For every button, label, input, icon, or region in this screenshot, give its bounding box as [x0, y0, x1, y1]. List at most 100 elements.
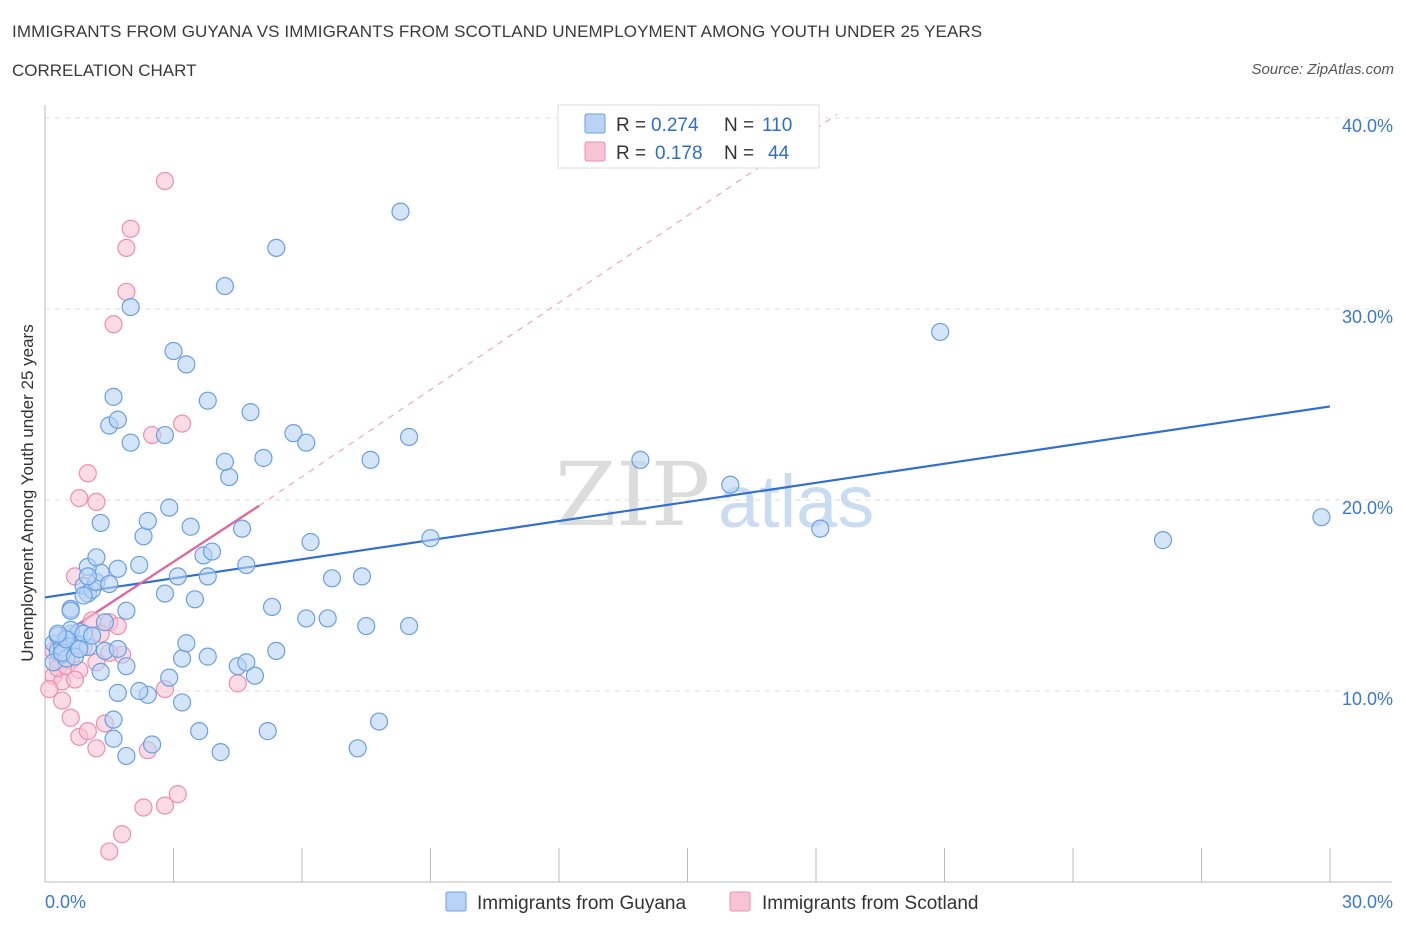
x-tick-label-min: 0.0%	[45, 892, 86, 912]
guyana-point	[117, 601, 136, 620]
guyana-point	[91, 662, 110, 682]
legend-swatch-guyana	[584, 113, 606, 134]
guyana-point	[190, 722, 209, 741]
legend-n-value-scotland: 44	[768, 143, 790, 164]
scotland-point	[117, 238, 136, 257]
guyana-point	[108, 559, 127, 578]
guyana-point	[142, 735, 162, 754]
guyana-point	[267, 641, 286, 660]
legend-r-label-scotland: R =	[616, 143, 646, 164]
guyana-point	[100, 574, 119, 594]
x-tick-label-max: 30.0%	[1342, 892, 1393, 912]
guyana-point	[391, 202, 410, 221]
guyana-point	[172, 693, 192, 712]
bottom-legend-label-scotland: Immigrants from Scotland	[762, 893, 978, 914]
bottom-legend-swatch-scotland	[729, 891, 751, 912]
guyana-point	[177, 634, 196, 653]
y-tick-label-20: 20.0%	[1342, 498, 1393, 518]
watermark-atlas: atlas	[718, 460, 874, 543]
guyana-point	[1312, 508, 1331, 527]
guyana-point	[198, 647, 217, 666]
scotland-point	[65, 670, 85, 689]
guyana-point	[138, 511, 157, 531]
guyana-point	[322, 569, 342, 588]
guyana-point	[254, 448, 273, 468]
guyana-point	[258, 722, 277, 741]
guyana-point	[87, 548, 106, 567]
guyana-point	[155, 584, 175, 603]
y-tick-label-40: 40.0%	[1342, 116, 1393, 136]
guyana-point	[74, 586, 93, 605]
axes	[44, 105, 1392, 883]
scotland-point	[61, 708, 80, 727]
guyana-point	[421, 529, 440, 548]
guyana-point	[297, 433, 316, 452]
guyana-point	[631, 450, 650, 469]
scotland-point	[78, 722, 97, 741]
legend-swatch-scotland	[584, 141, 606, 162]
guyana-point	[284, 424, 303, 443]
guyana-point	[155, 425, 175, 445]
guyana-point	[352, 567, 372, 586]
guyana-point	[104, 387, 123, 406]
y-tick-label-10: 10.0%	[1342, 689, 1393, 709]
guyana-point	[361, 450, 380, 469]
legend-r-value-guyana: 0.274	[651, 115, 699, 136]
scotland-point	[40, 679, 59, 699]
guyana-point	[121, 297, 140, 317]
y-tick-label-30: 30.0%	[1342, 307, 1393, 327]
guyana-point	[172, 649, 192, 668]
guyana-point	[160, 498, 179, 517]
guyana-point	[78, 567, 97, 586]
legend-r-label-guyana: R =	[616, 115, 646, 136]
guyana-point	[399, 616, 419, 636]
scotland-point	[172, 414, 192, 433]
guyana-point	[1153, 531, 1173, 550]
chart-subtitle: CORRELATION CHART	[12, 61, 197, 80]
guyana-point	[83, 626, 102, 645]
scotland-point	[100, 842, 119, 861]
guyana-point	[202, 542, 222, 561]
guyana-point	[108, 639, 127, 659]
legend-n-label-guyana: N =	[724, 115, 754, 136]
guyana-point	[220, 467, 239, 487]
chart-title: IMMIGRANTS FROM GUYANA VS IMMIGRANTS FRO…	[12, 22, 983, 41]
scotland-point	[87, 492, 106, 512]
guyana-point	[70, 639, 89, 659]
guyana-point	[117, 657, 136, 676]
guyana-point	[198, 567, 217, 586]
source-credit: Source: ZipAtlas.com	[1251, 61, 1394, 78]
guyana-point	[48, 624, 67, 643]
guyana-point	[267, 238, 286, 257]
correlation-legend: R = 0.274 N = 110 R = 0.178 N = 44	[557, 104, 820, 169]
scotland-point	[155, 171, 175, 191]
guyana-point	[399, 427, 419, 447]
guyana-point	[177, 355, 196, 374]
guyana-point	[297, 609, 316, 628]
guyana-point	[370, 712, 389, 731]
guyana-point	[117, 746, 136, 766]
guyana-point	[232, 519, 252, 538]
guyana-point	[241, 403, 260, 422]
guyana-point	[237, 653, 256, 672]
tick-labels: 10.0% 20.0% 30.0% 40.0% 0.0% 30.0%	[45, 116, 1393, 912]
scotland-point	[117, 282, 136, 301]
legend-n-label-scotland: N =	[724, 143, 754, 164]
scotland-point	[228, 674, 247, 693]
scotland-point	[70, 488, 89, 508]
guyana-point	[215, 276, 234, 296]
guyana-point	[262, 597, 282, 617]
scotland-point	[121, 219, 140, 238]
guyana-point	[134, 527, 153, 546]
guyana-point	[357, 616, 376, 636]
guyana-point	[348, 739, 367, 758]
guyana-point	[108, 683, 127, 703]
guyana-point	[215, 452, 234, 471]
guyana-point	[245, 666, 264, 685]
guyana-point	[91, 513, 110, 533]
trend-lines	[44, 113, 1331, 639]
guyana-trend-line	[44, 405, 1331, 599]
scotland-point	[134, 798, 153, 817]
scotland-point	[104, 315, 123, 334]
